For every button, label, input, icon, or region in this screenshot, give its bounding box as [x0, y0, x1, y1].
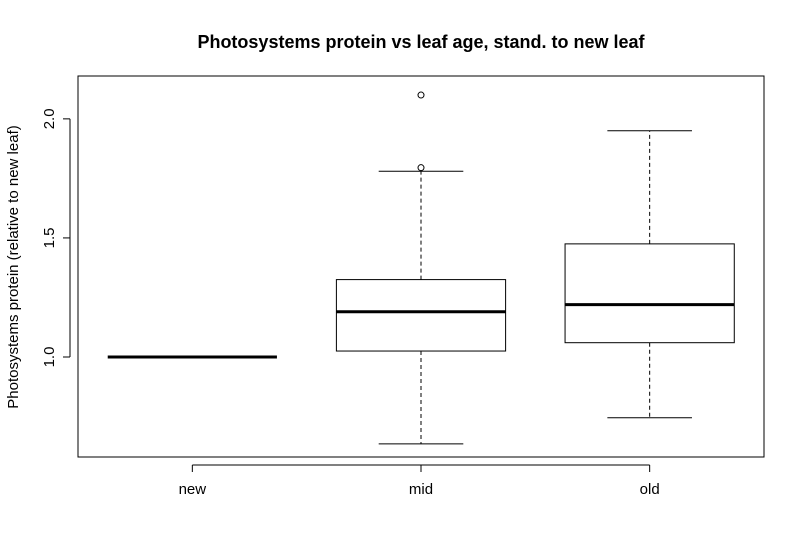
box-mid	[335, 279, 507, 352]
x-tick-label: old	[640, 481, 660, 498]
y-tick-label: 2.0	[41, 108, 58, 129]
x-tick-label: new	[179, 481, 207, 498]
y-tick-label: 1.5	[41, 227, 58, 248]
outlier-point	[417, 164, 425, 172]
plot-frame	[77, 75, 765, 458]
x-tick-label: mid	[409, 481, 433, 498]
chart-title: Photosystems protein vs leaf age, stand.…	[197, 32, 645, 52]
chart-marks: 1.0 1.5 2.0 new mid old	[41, 91, 735, 498]
y-axis-label: Photosystems protein (relative to new le…	[5, 125, 22, 408]
y-tick-label: 1.0	[41, 347, 58, 368]
outlier-point	[417, 91, 425, 99]
box-old	[564, 243, 735, 344]
